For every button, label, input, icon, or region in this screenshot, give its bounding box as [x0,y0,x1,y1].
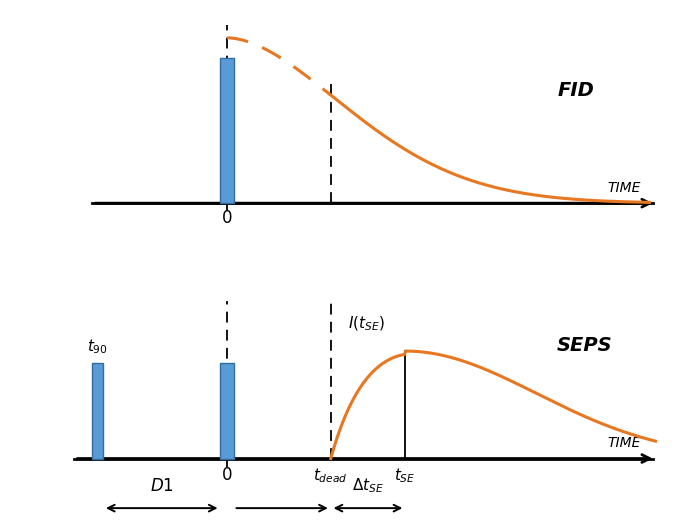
Text: $D1$: $D1$ [150,477,174,495]
Text: TIME: TIME [607,436,640,450]
Text: $t_{90}$: $t_{90}$ [87,337,108,356]
Text: $\Delta t_{SE}$: $\Delta t_{SE}$ [352,476,384,495]
Text: TIME: TIME [607,181,640,195]
Bar [221,57,234,203]
Bar [92,363,103,459]
Bar [221,363,234,459]
Text: $0$: $0$ [221,209,233,227]
Text: $0$: $0$ [221,466,233,484]
Text: $I(t_{SE})$: $I(t_{SE})$ [348,314,385,333]
Text: $t_{SE}$: $t_{SE}$ [395,466,416,485]
Text: FID: FID [557,81,594,99]
Text: SEPS: SEPS [557,336,613,355]
Text: $t_{dead}$: $t_{dead}$ [313,466,348,485]
